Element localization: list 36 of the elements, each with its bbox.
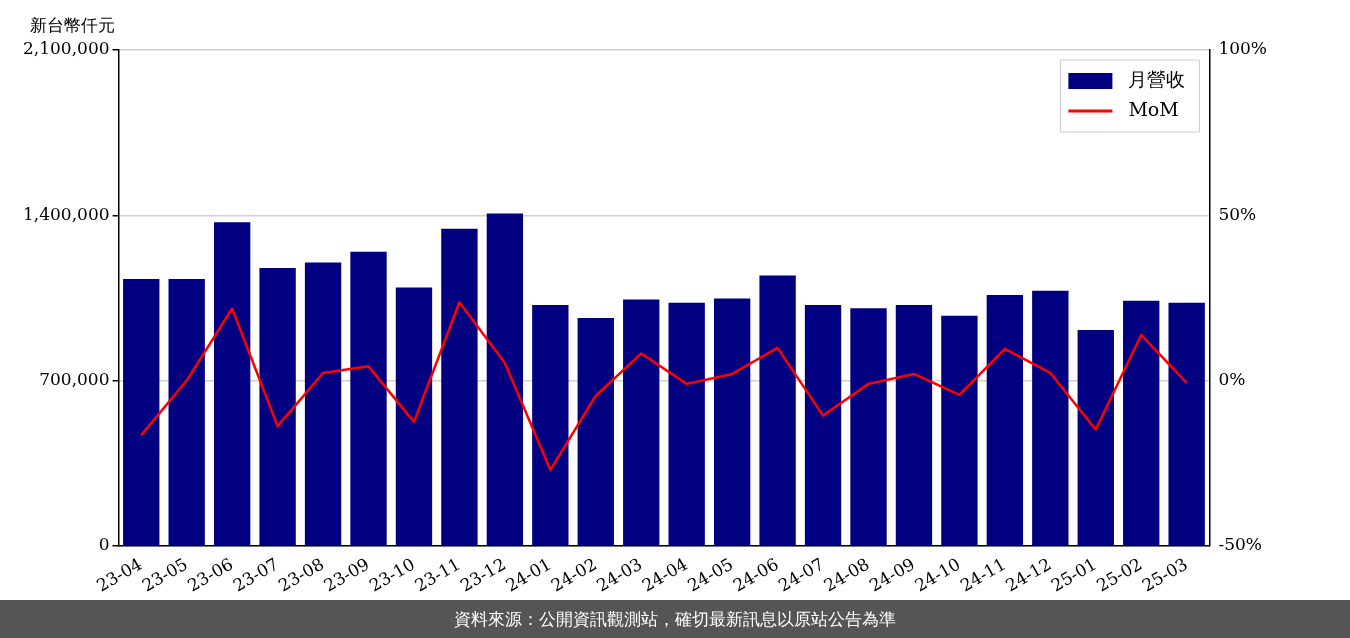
bar: [759, 275, 796, 546]
y2-tick-label: 100%: [1218, 38, 1268, 59]
legend-label: MoM: [1128, 97, 1179, 120]
bar: [532, 305, 569, 546]
bar: [304, 262, 342, 546]
bar: [123, 279, 160, 546]
bar: [1032, 290, 1069, 546]
bar: [213, 222, 251, 546]
source-note: 資料來源：公開資訊觀測站，確切最新訊息以原站公告為準: [0, 600, 1350, 638]
bar: [623, 299, 660, 546]
y2-tick-label: 0%: [1218, 368, 1246, 389]
bar: [1077, 330, 1114, 546]
bar: [713, 298, 751, 546]
bar: [668, 302, 705, 546]
bar: [986, 295, 1024, 546]
y-tick-label: 700,000: [39, 368, 110, 389]
bar: [895, 305, 933, 546]
y2-tick-label: 50%: [1218, 203, 1257, 224]
bar: [577, 317, 614, 546]
bar: [486, 213, 524, 546]
bar: [1168, 302, 1205, 546]
bar: [168, 279, 205, 546]
bar: [804, 305, 842, 546]
y-tick-label: 2,100,000: [22, 38, 110, 59]
bar: [350, 251, 387, 546]
bar: [441, 228, 478, 546]
legend-label: 月營收: [1128, 67, 1186, 90]
bar: [259, 267, 296, 546]
y-axis-title: 新台幣仟元: [30, 15, 115, 36]
y2-tick-label: -50%: [1218, 534, 1262, 555]
bar: [850, 308, 887, 546]
bar: [395, 287, 433, 546]
y-tick-label: 1,400,000: [22, 203, 110, 224]
bar: [1123, 300, 1160, 546]
bar: [941, 315, 978, 546]
y-tick-label: 0: [98, 534, 110, 555]
